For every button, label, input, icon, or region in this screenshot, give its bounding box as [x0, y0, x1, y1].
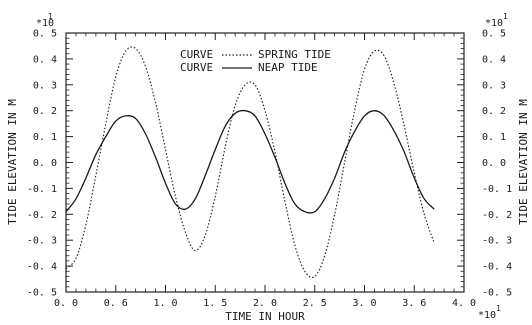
y-right-multiplier: *10: [485, 18, 503, 29]
y-tick-label-left: 0. 2: [33, 106, 57, 117]
y-tick-label-right: -0. 5: [482, 288, 512, 299]
x-tick-label: 3. 0: [352, 298, 376, 309]
axis-ticks: [65, 32, 465, 293]
y-tick-label-right: -0. 3: [482, 236, 512, 247]
y-axis-label-right: TIDE ELEVATION IN M: [517, 99, 530, 225]
y-right-multiplier-exp: 1: [503, 12, 508, 21]
y-tick-label-left: 0. 5: [33, 29, 57, 40]
x-tick-label: 0. 6: [104, 298, 128, 309]
series-group: [65, 46, 435, 279]
y-tick-label-right: 0. 0: [482, 158, 506, 169]
series-line-spring-tide: [65, 46, 435, 279]
legend-prefix-neap: CURVE: [180, 61, 213, 74]
y-tick-label-left: 0. 3: [33, 80, 57, 91]
y-tick-label-right: 0. 3: [482, 80, 506, 91]
y-left-multiplier: *10: [36, 18, 54, 29]
y-left-multiplier-exp: 1: [48, 12, 53, 21]
y-tick-label-right: 0. 5: [482, 29, 506, 40]
y-tick-label-right: -0. 1: [482, 184, 512, 195]
y-axis-label-left: TIDE ELEVATION IN M: [6, 99, 19, 225]
y-tick-label-left: 0. 0: [33, 158, 57, 169]
series-line-neap-tide: [65, 109, 435, 214]
y-tick-label-right: 0. 1: [482, 132, 506, 143]
x-tick-label: 0. 0: [54, 298, 78, 309]
y-right-tick-labels: 0. 5 0. 4 0. 3 0. 2 0. 1 0. 0 -0. 1 -0. 2 -0. 3 -…: [482, 29, 512, 299]
y-tick-label-left: -0. 2: [27, 210, 57, 221]
x-tick-label: 1. 0: [153, 298, 177, 309]
x-axis-label: TIME IN HOUR: [225, 310, 305, 323]
y-left-tick-labels: 0. 5 0. 4 0. 3 0. 2 0. 1 0. 0 -0. 1 -0. 2 -0. 3 -…: [27, 29, 57, 299]
legend-label-spring: SPRING TIDE: [258, 48, 331, 61]
y-tick-label-right: -0. 4: [482, 262, 512, 273]
legend-label-neap: NEAP TIDE: [258, 61, 318, 74]
x-multiplier: *10: [478, 310, 496, 321]
x-tick-label: 4. 0: [452, 298, 476, 309]
x-tick-label: 2. 0: [253, 298, 277, 309]
x-tick-labels: 0. 0 0. 6 1. 0 1. 5 2. 0 2. 5 3. 0 3. 6 4. 0: [54, 298, 476, 309]
x-tick-label: 1. 5: [203, 298, 227, 309]
y-tick-label-left: -0. 4: [27, 262, 57, 273]
x-multiplier-exp: 1: [496, 304, 501, 313]
y-tick-label-right: 0. 4: [482, 54, 506, 65]
y-tick-label-left: 0. 4: [33, 54, 57, 65]
legend: CURVE SPRING TIDE CURVE NEAP TIDE: [180, 48, 331, 74]
y-tick-label-left: -0. 1: [27, 184, 57, 195]
y-tick-label-right: 0. 2: [482, 106, 506, 117]
x-tick-label: 3. 6: [402, 298, 426, 309]
x-tick-label: 2. 5: [303, 298, 327, 309]
legend-prefix-spring: CURVE: [180, 48, 213, 61]
y-tick-label-left: 0. 1: [33, 132, 57, 143]
y-tick-label-left: -0. 3: [27, 236, 57, 247]
y-tick-label-right: -0. 2: [482, 210, 512, 221]
y-tick-label-left: -0. 5: [27, 288, 57, 299]
